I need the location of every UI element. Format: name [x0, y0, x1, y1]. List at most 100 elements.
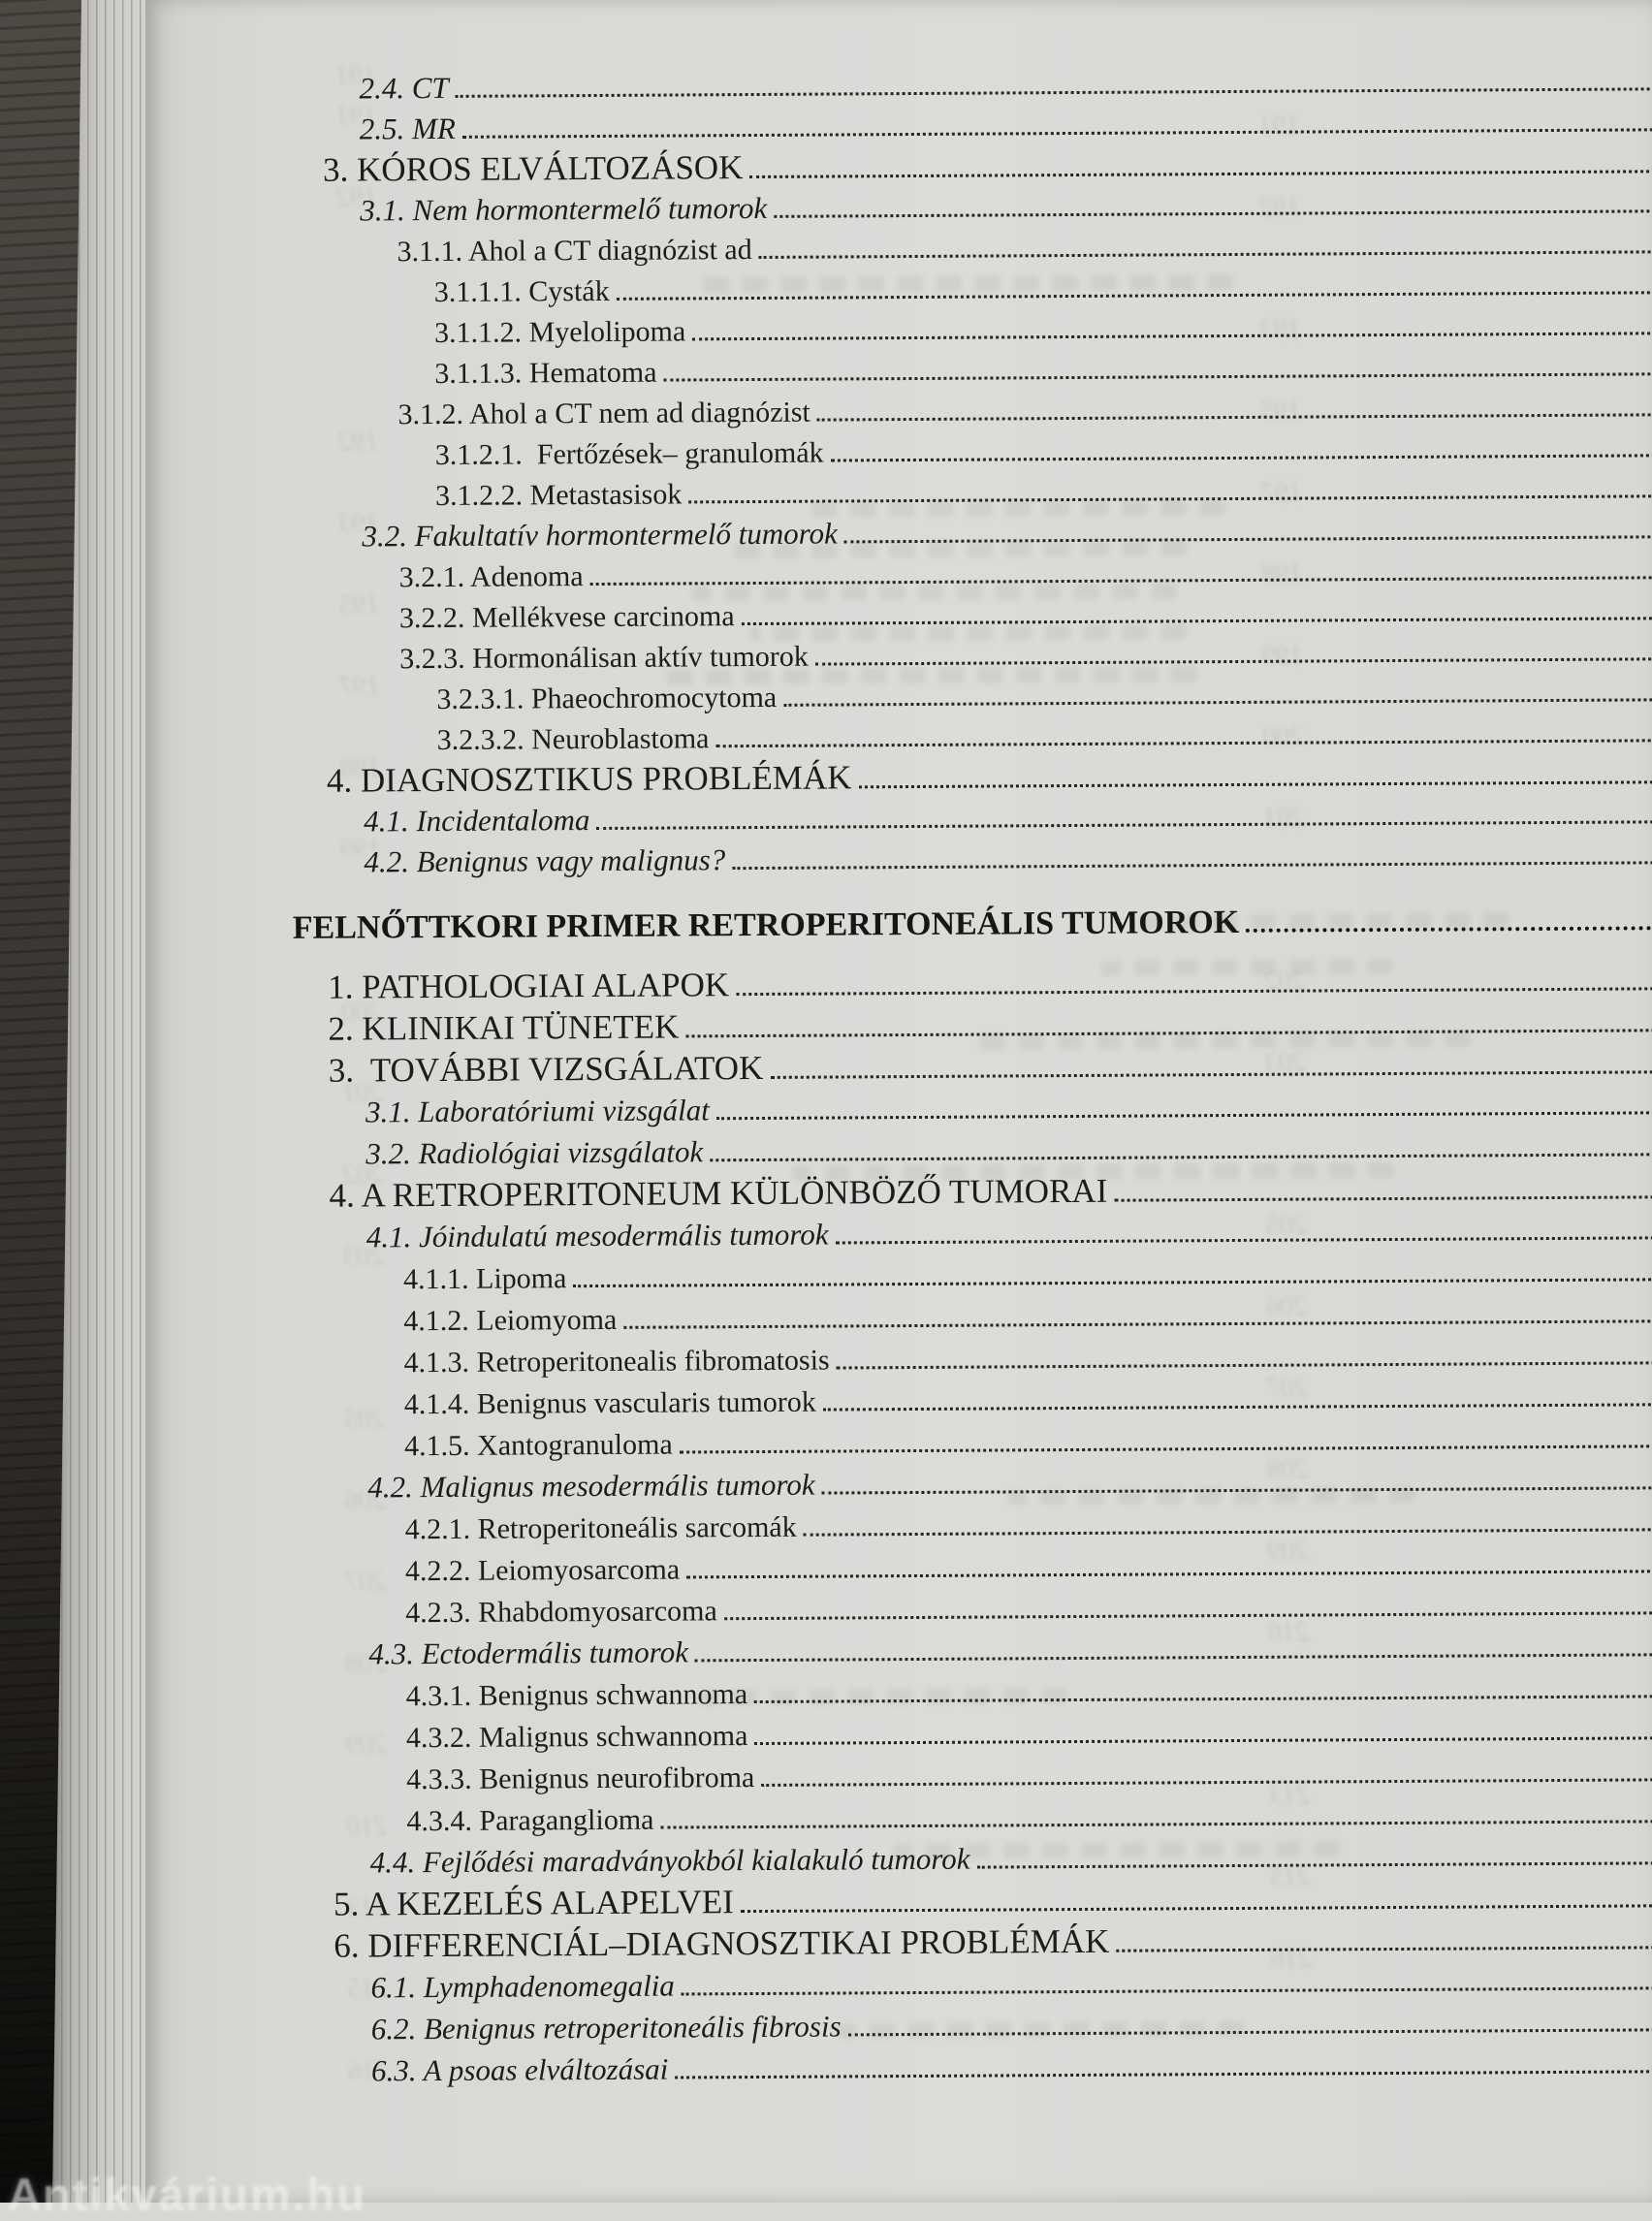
bleed-through-number: 206	[344, 1485, 386, 1516]
dotted-leader	[596, 819, 1652, 831]
bleed-through-text-line	[691, 583, 1177, 602]
watermark-text: Antikvárium.hu	[8, 2169, 367, 2220]
page-content: 191 191 192 192 193 195 197 198 199 200 201 202 203 2…	[145, 0, 1652, 2205]
dotted-leader	[723, 1610, 1652, 1621]
toc-entry-label: 4.3.4. Paraganglioma	[406, 1803, 654, 1838]
bleed-through-number: 197	[339, 671, 381, 702]
bleed-through-number: 197	[1261, 477, 1303, 508]
bleed-through-number: 199	[340, 834, 382, 865]
bleed-through-number: 207	[344, 1567, 387, 1598]
bleed-through-number: 199	[1262, 640, 1304, 671]
toc-entry-label: 4.1.5. Xantogranuloma	[404, 1428, 673, 1463]
bleed-through-number: 202	[342, 1159, 384, 1190]
bleed-through-number: 201	[341, 1078, 383, 1109]
bleed-through-number: 192	[1259, 192, 1301, 223]
toc-entry-label: 3. KÓROS ELVÁLTOZÁSOK	[322, 148, 744, 189]
bleed-through-number: 200	[341, 997, 383, 1028]
bleed-through-number: 216	[347, 2055, 390, 2086]
bleed-through-number: 206	[1266, 1291, 1308, 1322]
dotted-leader	[783, 697, 1652, 707]
bleed-through-number: 207	[1266, 1373, 1308, 1404]
dotted-leader	[1116, 1945, 1652, 1952]
bleed-through-number: 193	[338, 508, 380, 539]
bleed-through-number: 208	[345, 1648, 387, 1679]
bleed-through-number: 192	[336, 182, 378, 213]
dotted-leader	[774, 208, 1652, 218]
bleed-through-number: 191	[335, 60, 377, 91]
dotted-leader	[623, 1318, 1652, 1329]
bleed-through-number: 201	[1263, 803, 1305, 834]
bleed-through-number: 208	[1267, 1454, 1309, 1485]
dotted-leader	[715, 1110, 1652, 1121]
bleed-through-number: 205	[1265, 1210, 1307, 1241]
bleed-through-text-line	[749, 623, 1188, 643]
bleed-through-text-line	[1139, 912, 1509, 931]
bleed-through-number: 203	[1264, 1047, 1306, 1078]
toc-entry-label: 5. A KEZELÉS ALAPELVEI	[333, 1883, 734, 1923]
dotted-leader	[822, 1402, 1652, 1412]
bleed-through-number: 191	[1258, 111, 1300, 142]
dotted-leader	[836, 1360, 1652, 1370]
dotted-leader	[694, 1652, 1652, 1663]
dotted-leader	[740, 1903, 1652, 1914]
dotted-leader	[679, 1444, 1652, 1454]
dotted-leader	[686, 1569, 1652, 1579]
dotted-leader	[1114, 1194, 1652, 1202]
dotted-leader	[816, 412, 1652, 422]
bleed-through-number: 205	[343, 1404, 386, 1435]
bleed-through-number: 213	[1269, 1780, 1311, 1811]
toc-entry-label: 3.1.1. Ahol a CT diagnózist ad	[397, 234, 752, 269]
dotted-leader	[663, 371, 1652, 382]
toc-entry-label: 3.1.2.2. Metastasisok	[435, 478, 683, 513]
book-page: 191 191 192 192 193 195 197 198 199 200 201 202 203 2…	[145, 0, 1652, 2203]
toc-entry-label: 3.1.2.1. Fertőzések– granulomák	[434, 436, 824, 472]
bleed-through-text-line	[1101, 958, 1393, 976]
toc-entry-label: 3.1. Laboratóriumi vizsgálat	[365, 1093, 710, 1129]
dotted-leader	[692, 331, 1652, 341]
dotted-leader	[455, 86, 1652, 98]
bleed-through-number: 203	[342, 1241, 385, 1272]
bleed-through-text-line	[730, 540, 1187, 559]
bleed-through-number: 210	[346, 1811, 388, 1842]
toc-entry-label: 3.2.2. Mellékvese carcinoma	[398, 600, 735, 635]
bleed-through-number: 210	[1268, 1617, 1310, 1648]
bleed-through-text-line	[698, 1688, 1067, 1706]
dotted-leader	[461, 127, 1652, 139]
toc-entry-label: 3.2.1. Adenoma	[398, 560, 584, 594]
toc-entry-label: 4.3.2. Malignus schwannoma	[405, 1720, 748, 1755]
toc-entry-label: 4.2.1. Retroperitoneális sarcomák	[404, 1510, 797, 1546]
dotted-leader	[660, 1819, 1652, 1829]
dotted-leader	[715, 738, 1652, 748]
dotted-leader	[710, 1152, 1652, 1162]
dotted-leader	[758, 249, 1652, 259]
bleed-through-number: 198	[1261, 558, 1303, 589]
bleed-through-number: 216	[1270, 1943, 1312, 1974]
bleed-through-number: 195	[1260, 396, 1302, 427]
toc-entry-label: 4. DIAGNOSZTIKUS PROBLÉMÁK	[326, 758, 852, 800]
bleed-through-number: 209	[345, 1729, 388, 1761]
dotted-leader	[761, 1777, 1652, 1787]
dotted-leader	[976, 1860, 1652, 1869]
toc-entry-label: 6.2. Benignus retroperitoneális fibrosis	[370, 2009, 842, 2046]
bleed-through-number: 198	[339, 752, 381, 783]
bleed-through-text-line	[653, 666, 1197, 685]
toc-entry-label: 4.2. Benignus vagy malignus?	[364, 842, 726, 879]
toc-entry-label: 3.1.1.3. Hematoma	[434, 356, 657, 391]
toc-entry-label: 6.1. Lymphadenomegalia	[370, 1968, 675, 2005]
toc-entry-label: 4.1.3. Retroperitonealis fibromatosis	[403, 1344, 830, 1380]
dotted-leader	[830, 453, 1652, 462]
bleed-through-number: 195	[338, 589, 380, 620]
bleed-through-text-line	[808, 499, 1225, 518]
toc-entry-label: 4.4. Fejlődési maradványokból kialakuló …	[369, 1841, 970, 1880]
toc-entry-label: 4.1.4. Benignus vascularis tumorok	[403, 1385, 816, 1421]
dotted-leader	[770, 1069, 1652, 1079]
dotted-leader	[732, 860, 1652, 871]
toc-entry-label: FELNŐTTKORI PRIMER RETROPERITONEÁLIS TUM…	[292, 904, 1240, 946]
bleed-through-number: 213	[346, 1892, 389, 1923]
toc-entry-label: 3.1.2. Ahol a CT nem ad diagnózist	[397, 396, 810, 431]
toc-entry-label: 4.2. Malignus mesodermális tumorok	[367, 1467, 815, 1505]
toc-entry-label: 4.3. Ectodermális tumorok	[368, 1634, 689, 1671]
toc-entry-label: 4.1.1. Lipoma	[402, 1262, 567, 1296]
dotted-leader	[814, 656, 1652, 666]
